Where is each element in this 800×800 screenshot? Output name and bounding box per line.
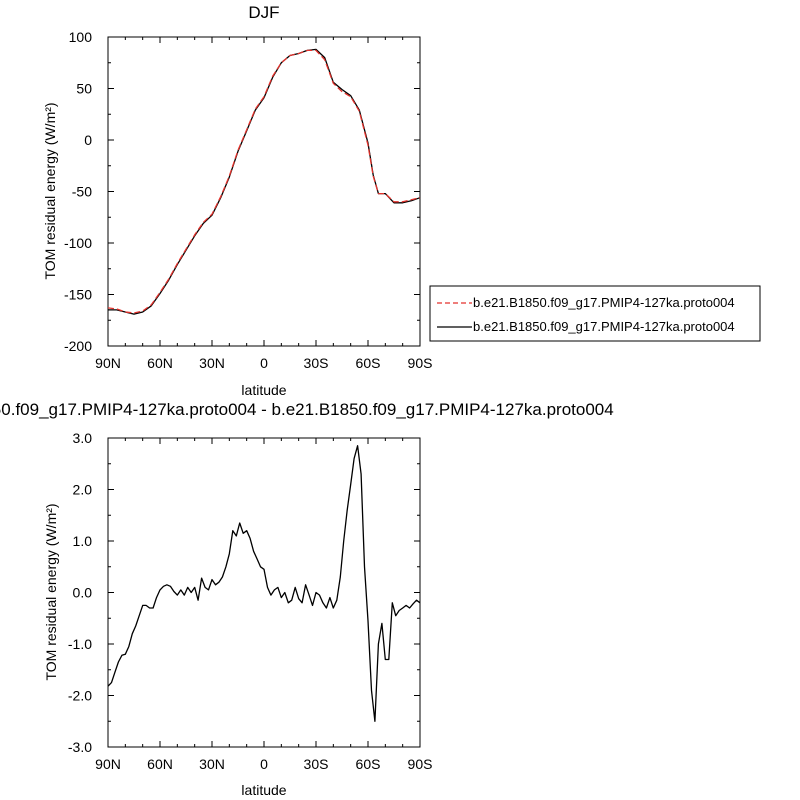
bottom-y-tick-label: 2.0 <box>73 482 93 498</box>
bottom-y-axis: 3.0 2.0 1.0 0.0 -1.0 -2.0 -3.0 <box>68 430 420 755</box>
bottom-x-tick-label: 60N <box>147 756 173 772</box>
bottom-chart-title: b.e21.B1850.f09_g17.PMIP4-127ka.proto004… <box>0 400 614 419</box>
bottom-x-tick-label: 0 <box>260 756 268 772</box>
top-x-tick-label: 60S <box>356 355 381 371</box>
legend: b.e21.B1850.f09_g17.PMIP4-127ka.proto004… <box>429 285 761 342</box>
top-series-line-1 <box>107 49 421 314</box>
bottom-x-tick-label: 30N <box>199 756 225 772</box>
top-x-tick-label: 30S <box>304 355 329 371</box>
top-y-tick-label: -200 <box>64 338 92 354</box>
legend-label-1: b.e21.B1850.f09_g17.PMIP4-127ka.proto004 <box>473 295 735 310</box>
top-panel: DJF 90N 60N 30N 0 30S 60S 90S 100 50 0 -50 -100 -15… <box>42 3 432 398</box>
top-x-tick-label: 90N <box>95 355 121 371</box>
bottom-y-tick-label: -2.0 <box>68 688 92 704</box>
bottom-x-axis-label: latitude <box>241 782 286 798</box>
bottom-y-tick-label: 1.0 <box>73 533 93 549</box>
top-y-tick-label: -150 <box>64 287 92 303</box>
bottom-y-axis-label: TOM residual energy (W/m²) <box>43 503 59 680</box>
top-y-tick-label: -50 <box>72 184 92 200</box>
legend-box <box>429 285 761 342</box>
top-x-tick-label: 0 <box>260 355 268 371</box>
bottom-panel: b.e21.B1850.f09_g17.PMIP4-127ka.proto004… <box>0 400 614 798</box>
bottom-series-line-1 <box>107 445 421 722</box>
legend-label-2: b.e21.B1850.f09_g17.PMIP4-127ka.proto004 <box>473 319 735 334</box>
top-series-line-2 <box>108 48 421 315</box>
top-x-tick-label: 30N <box>199 355 225 371</box>
top-y-axis-label: TOM residual energy (W/m²) <box>42 102 58 279</box>
bottom-series-group <box>107 445 421 722</box>
bottom-x-tick-label: 60S <box>356 756 381 772</box>
top-y-tick-label: 0 <box>84 132 92 148</box>
top-x-axis-label: latitude <box>241 382 286 398</box>
top-chart-title: DJF <box>248 3 279 22</box>
bottom-x-tick-label: 30S <box>304 756 329 772</box>
top-x-tick-label: 60N <box>147 355 173 371</box>
top-plot-frame <box>107 36 421 347</box>
bottom-y-tick-label: -1.0 <box>68 636 92 652</box>
bottom-x-tick-label: 90S <box>408 756 433 772</box>
top-y-tick-label: 100 <box>69 29 93 45</box>
top-x-tick-label: 90S <box>408 355 433 371</box>
bottom-y-tick-label: -3.0 <box>68 739 92 755</box>
bottom-x-tick-label: 90N <box>95 756 121 772</box>
bottom-x-axis: 90N 60N 30N 0 30S 60S 90S <box>95 438 432 772</box>
top-y-tick-label: 50 <box>76 81 92 97</box>
bottom-y-tick-label: 0.0 <box>73 585 93 601</box>
top-y-tick-label: -100 <box>64 235 92 251</box>
bottom-y-tick-label: 3.0 <box>73 430 93 446</box>
top-series-group <box>107 48 421 315</box>
top-y-axis: 100 50 0 -50 -100 -150 -200 <box>64 29 420 354</box>
top-x-axis: 90N 60N 30N 0 30S 60S 90S <box>95 37 432 371</box>
